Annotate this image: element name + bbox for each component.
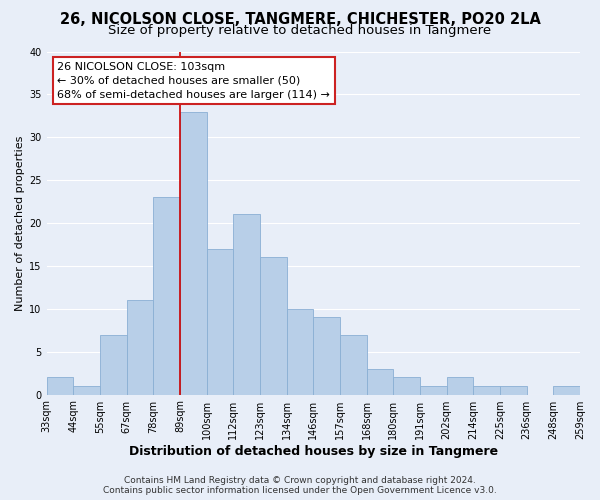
Text: Contains HM Land Registry data © Crown copyright and database right 2024.
Contai: Contains HM Land Registry data © Crown c…: [103, 476, 497, 495]
Bar: [153, 198, 180, 394]
Bar: [473, 386, 500, 394]
Text: Size of property relative to detached houses in Tangmere: Size of property relative to detached ho…: [109, 24, 491, 37]
Bar: [127, 300, 153, 394]
Bar: [367, 369, 393, 394]
Bar: [47, 378, 73, 394]
Text: 26 NICOLSON CLOSE: 103sqm
← 30% of detached houses are smaller (50)
68% of semi-: 26 NICOLSON CLOSE: 103sqm ← 30% of detac…: [57, 62, 330, 100]
Bar: [500, 386, 527, 394]
Bar: [100, 334, 127, 394]
Bar: [313, 318, 340, 394]
Bar: [340, 334, 367, 394]
Bar: [233, 214, 260, 394]
Bar: [393, 378, 420, 394]
Bar: [260, 258, 287, 394]
Bar: [287, 309, 313, 394]
Bar: [446, 378, 473, 394]
Bar: [73, 386, 100, 394]
Bar: [206, 249, 233, 394]
Bar: [553, 386, 580, 394]
Text: 26, NICOLSON CLOSE, TANGMERE, CHICHESTER, PO20 2LA: 26, NICOLSON CLOSE, TANGMERE, CHICHESTER…: [59, 12, 541, 28]
X-axis label: Distribution of detached houses by size in Tangmere: Distribution of detached houses by size …: [129, 444, 498, 458]
Y-axis label: Number of detached properties: Number of detached properties: [15, 136, 25, 310]
Bar: [180, 112, 206, 395]
Bar: [420, 386, 446, 394]
